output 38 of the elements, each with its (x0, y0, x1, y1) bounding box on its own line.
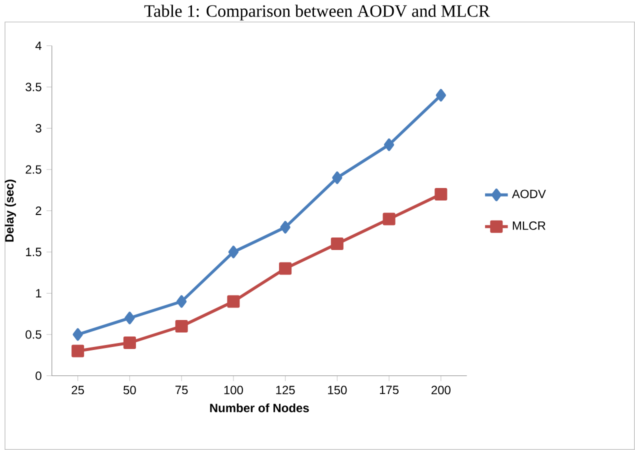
point (330, 237, 344, 250)
point (72, 328, 83, 341)
y-tick-label: 2.5 (26, 165, 42, 174)
legend-label: AODV (512, 190, 546, 198)
point (279, 262, 292, 275)
point (384, 138, 394, 152)
x-tick-label: 25 (72, 386, 84, 394)
x-axis-title: Number of Nodes (210, 403, 309, 412)
point (227, 295, 240, 308)
y-tick-label: 0.5 (26, 330, 42, 339)
point (280, 220, 290, 234)
x-tick-label: 100 (224, 386, 243, 394)
point (123, 336, 136, 350)
point (332, 171, 342, 184)
chart-title: Table 1: Comparison between AODV and MLCR (144, 4, 490, 20)
point (176, 295, 187, 308)
y-tick-label: 2 (36, 206, 42, 215)
y-axis-title: Delay (sec) (4, 180, 16, 242)
y-tick-label: 0 (36, 371, 42, 380)
x-tick-label: 50 (123, 386, 136, 394)
point (434, 188, 448, 201)
point (382, 212, 396, 226)
x-tick-label: 200 (432, 386, 450, 394)
legend-label: MLCR (512, 221, 546, 230)
x-tick-label: 75 (175, 386, 188, 394)
x-tick-label: 150 (328, 386, 347, 394)
point (436, 88, 446, 102)
y-tick-label: 1 (36, 289, 42, 298)
point (124, 312, 135, 324)
point (175, 320, 188, 333)
y-tick-label: 1.5 (26, 248, 42, 256)
y-tick-label: 4 (35, 42, 42, 50)
y-tick-label: 3 (36, 124, 42, 133)
y-tick-label: 3.5 (26, 82, 42, 92)
x-tick-label: 175 (380, 386, 399, 394)
point (72, 344, 84, 358)
x-tick-label: 125 (276, 386, 295, 394)
point (228, 246, 239, 258)
